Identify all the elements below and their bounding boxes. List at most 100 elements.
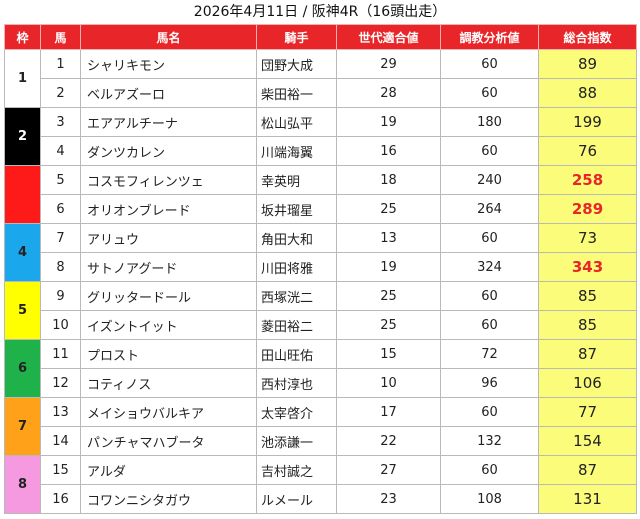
horse-number: 2: [40, 78, 81, 108]
horse-number: 1: [40, 49, 81, 79]
total-index-value: 88: [538, 78, 637, 108]
horse-number: 16: [40, 484, 81, 514]
jockey-name: 菱田裕二: [256, 310, 337, 340]
total-index-value: 131: [538, 484, 637, 514]
table-row: 12 コティノス 西村淳也 10 96 106: [5, 368, 637, 398]
generation-fit-value: 13: [336, 223, 441, 253]
horse-number: 6: [40, 194, 81, 224]
total-index-value: 289: [538, 194, 637, 224]
generation-fit-value: 19: [336, 252, 441, 282]
total-index-value: 85: [538, 281, 637, 311]
horse-name: イズントイット: [80, 310, 257, 340]
horse-number: 14: [40, 426, 81, 456]
total-index-value: 77: [538, 397, 637, 427]
waku-cell: 7: [4, 397, 41, 456]
horse-number: 13: [40, 397, 81, 427]
jockey-name: 西村淳也: [256, 368, 337, 398]
header-number: 馬: [40, 24, 81, 50]
table-row: 10 イズントイット 菱田裕二 25 60 85: [5, 310, 637, 340]
table-body: 1 1 シャリキモン 団野大成 29 60 89 2 ベルアズーロ 柴田裕一 28 60 88 2 3 エアア…: [4, 49, 637, 514]
horse-number: 4: [40, 136, 81, 166]
generation-fit-value: 17: [336, 397, 441, 427]
training-analysis-value: 60: [440, 397, 539, 427]
horse-name: コティノス: [80, 368, 257, 398]
jockey-name: 田山旺佑: [256, 339, 337, 369]
waku-cell: 6: [4, 339, 41, 398]
generation-fit-value: 25: [336, 310, 441, 340]
horse-name: コワンニシタガウ: [80, 484, 257, 514]
horse-number: 10: [40, 310, 81, 340]
horse-name: プロスト: [80, 339, 257, 369]
training-analysis-value: 96: [440, 368, 539, 398]
header-waku: 枠: [4, 24, 41, 50]
table-row: 1 1 シャリキモン 団野大成 29 60 89: [4, 49, 637, 108]
header-total-index: 総合指数: [538, 24, 637, 50]
horse-number: 7: [40, 223, 81, 253]
race-index-table: 枠 馬 馬名 騎手 世代適合値 調教分析値 総合指数 1 1 シャリキモン 団野大成 2…: [4, 24, 637, 514]
jockey-name: 川端海翼: [256, 136, 337, 166]
table-row: 6 オリオンブレード 坂井瑠星 25 264 289: [5, 194, 637, 224]
page-title: 2026年4月11日 / 阪神4R（16頭出走）: [193, 4, 447, 20]
header-generation-fit: 世代適合値: [336, 24, 441, 50]
horse-name: グリッタードール: [80, 281, 257, 311]
table-row: 2 ベルアズーロ 柴田裕一 28 60 88: [5, 78, 637, 108]
training-analysis-value: 60: [440, 310, 539, 340]
total-index-value: 154: [538, 426, 637, 456]
total-index-value: 85: [538, 310, 637, 340]
table-row: 8 15 アルダ 吉村誠之 27 60 87: [4, 455, 637, 514]
generation-fit-value: 16: [336, 136, 441, 166]
generation-fit-value: 29: [336, 49, 441, 79]
jockey-name: 幸英明: [256, 165, 337, 195]
total-index-value: 106: [538, 368, 637, 398]
training-analysis-value: 180: [440, 107, 539, 137]
training-analysis-value: 108: [440, 484, 539, 514]
generation-fit-value: 18: [336, 165, 441, 195]
jockey-name: 柴田裕一: [256, 78, 337, 108]
jockey-name: 坂井瑠星: [256, 194, 337, 224]
waku-cell: 3: [4, 165, 41, 224]
waku-cell: 5: [4, 281, 41, 340]
total-index-value: 76: [538, 136, 637, 166]
total-index-value: 73: [538, 223, 637, 253]
generation-fit-value: 15: [336, 339, 441, 369]
horse-name: エアアルチーナ: [80, 107, 257, 137]
table-row: 4 ダンツカレン 川端海翼 16 60 76: [5, 136, 637, 166]
table-row: 2 3 エアアルチーナ 松山弘平 19 180 199: [4, 107, 637, 166]
table-row: 6 11 プロスト 田山旺佑 15 72 87: [4, 339, 637, 398]
waku-cell: 1: [4, 49, 41, 108]
jockey-name: 池添謙一: [256, 426, 337, 456]
training-analysis-value: 60: [440, 136, 539, 166]
horse-name: ダンツカレン: [80, 136, 257, 166]
training-analysis-value: 264: [440, 194, 539, 224]
total-index-value: 199: [538, 107, 637, 137]
horse-name: アルダ: [80, 455, 257, 485]
generation-fit-value: 23: [336, 484, 441, 514]
generation-fit-value: 27: [336, 455, 441, 485]
horse-number: 15: [40, 455, 81, 485]
generation-fit-value: 25: [336, 281, 441, 311]
horse-name: オリオンブレード: [80, 194, 257, 224]
training-analysis-value: 60: [440, 281, 539, 311]
total-index-value: 87: [538, 455, 637, 485]
jockey-name: 川田将雅: [256, 252, 337, 282]
jockey-name: 吉村誠之: [256, 455, 337, 485]
training-analysis-value: 60: [440, 49, 539, 79]
header-jockey: 騎手: [256, 24, 337, 50]
generation-fit-value: 25: [336, 194, 441, 224]
training-analysis-value: 60: [440, 78, 539, 108]
table-row: 14 パンチャマハブータ 池添謙一 22 132 154: [5, 426, 637, 456]
table-row: 8 サトノアグード 川田将雅 19 324 343: [5, 252, 637, 282]
horse-number: 3: [40, 107, 81, 137]
training-analysis-value: 240: [440, 165, 539, 195]
horse-number: 5: [40, 165, 81, 195]
generation-fit-value: 19: [336, 107, 441, 137]
generation-fit-value: 28: [336, 78, 441, 108]
table-row: 16 コワンニシタガウ ルメール 23 108 131: [5, 484, 637, 514]
horse-name: パンチャマハブータ: [80, 426, 257, 456]
total-index-value: 89: [538, 49, 637, 79]
jockey-name: 松山弘平: [256, 107, 337, 137]
training-analysis-value: 60: [440, 223, 539, 253]
waku-cell: 2: [4, 107, 41, 166]
jockey-name: 太宰啓介: [256, 397, 337, 427]
horse-name: シャリキモン: [80, 49, 257, 79]
